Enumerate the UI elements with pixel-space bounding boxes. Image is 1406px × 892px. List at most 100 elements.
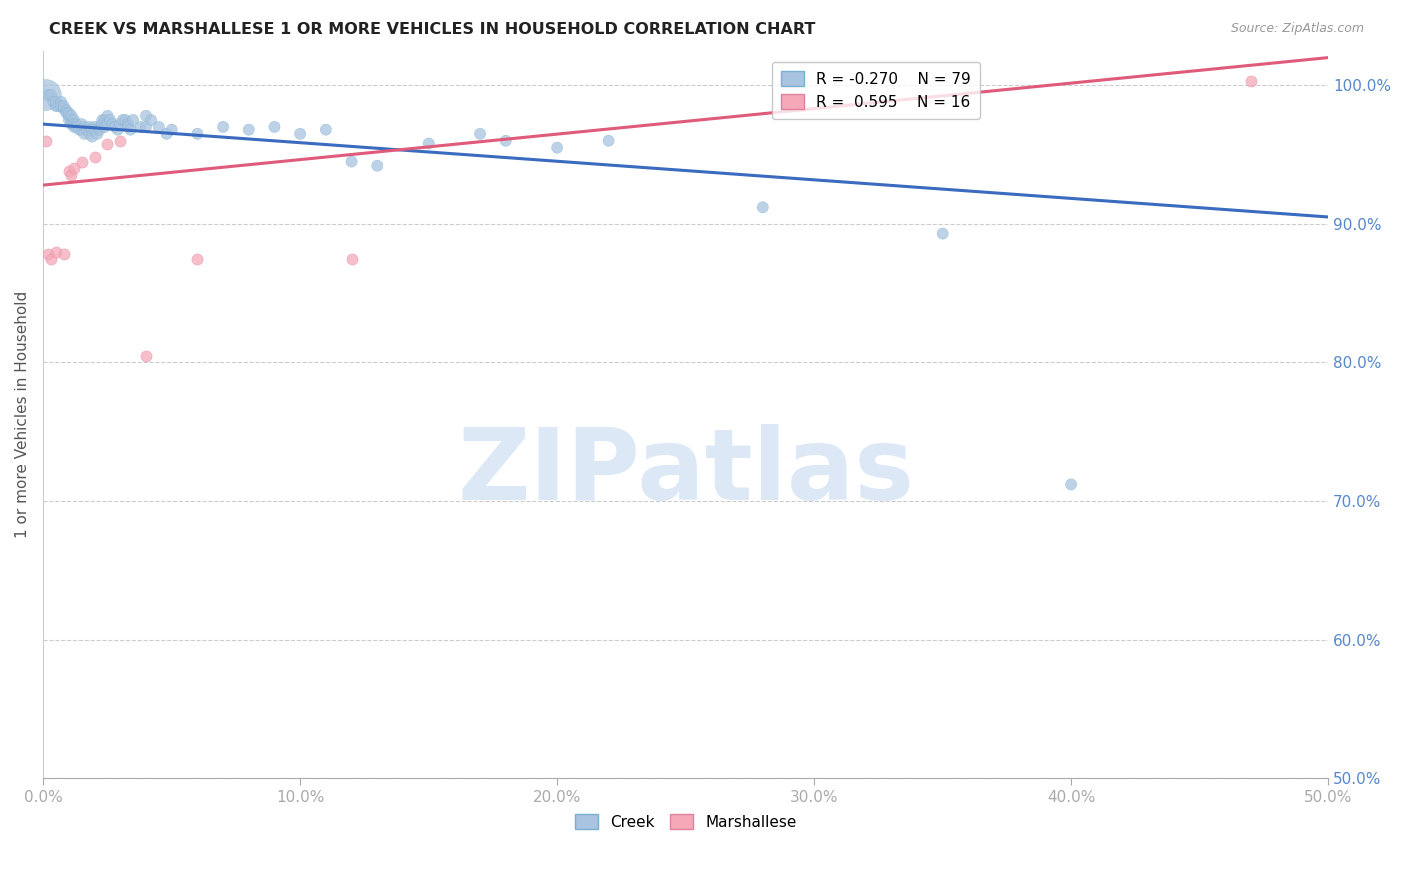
- Point: [120, 122, 142, 136]
- Point: [96, 136, 118, 151]
- Point: [51, 95, 73, 109]
- Point: [139, 112, 162, 127]
- Point: [83, 122, 105, 136]
- Y-axis label: 1 or more Vehicles in Household: 1 or more Vehicles in Household: [15, 291, 30, 538]
- Point: [79, 127, 101, 141]
- Point: [598, 134, 620, 148]
- Point: [94, 120, 117, 134]
- Point: [340, 154, 363, 169]
- Point: [160, 122, 183, 136]
- Point: [39, 252, 62, 266]
- Point: [238, 122, 260, 136]
- Point: [418, 136, 440, 151]
- Point: [263, 120, 285, 134]
- Point: [76, 122, 98, 136]
- Point: [107, 122, 129, 136]
- Point: [79, 120, 101, 134]
- Point: [58, 109, 80, 123]
- Point: [931, 227, 953, 241]
- Point: [94, 112, 117, 127]
- Point: [135, 109, 157, 123]
- Point: [101, 117, 124, 131]
- Point: [135, 120, 157, 134]
- Point: [148, 120, 170, 134]
- Point: [468, 127, 491, 141]
- Point: [117, 117, 139, 131]
- Point: [58, 112, 80, 127]
- Point: [96, 117, 118, 131]
- Point: [65, 117, 87, 131]
- Point: [65, 120, 87, 134]
- Point: [45, 99, 67, 113]
- Point: [73, 127, 96, 141]
- Point: [80, 129, 103, 144]
- Point: [129, 120, 152, 134]
- Point: [52, 102, 75, 116]
- Point: [39, 88, 62, 103]
- Point: [83, 120, 105, 134]
- Point: [63, 120, 86, 134]
- Point: [35, 134, 58, 148]
- Point: [340, 252, 363, 266]
- Text: CREEK VS MARSHALLESE 1 OR MORE VEHICLES IN HOUSEHOLD CORRELATION CHART: CREEK VS MARSHALLESE 1 OR MORE VEHICLES …: [49, 22, 815, 37]
- Point: [45, 244, 67, 259]
- Point: [290, 127, 312, 141]
- Point: [104, 120, 127, 134]
- Point: [60, 112, 83, 127]
- Point: [155, 127, 177, 141]
- Point: [135, 349, 157, 363]
- Point: [1240, 74, 1263, 88]
- Point: [186, 127, 208, 141]
- Point: [51, 99, 73, 113]
- Point: [83, 150, 105, 164]
- Point: [70, 117, 93, 131]
- Point: [70, 122, 93, 136]
- Point: [60, 169, 83, 183]
- Point: [117, 120, 139, 134]
- Point: [122, 112, 145, 127]
- Point: [91, 112, 114, 127]
- Text: Source: ZipAtlas.com: Source: ZipAtlas.com: [1230, 22, 1364, 36]
- Point: [58, 106, 80, 120]
- Point: [37, 247, 59, 261]
- Point: [60, 117, 83, 131]
- Text: ZIPatlas: ZIPatlas: [457, 425, 914, 521]
- Point: [752, 200, 775, 214]
- Point: [96, 109, 118, 123]
- Point: [186, 252, 208, 266]
- Point: [110, 134, 132, 148]
- Point: [73, 120, 96, 134]
- Point: [63, 161, 86, 176]
- Point: [98, 112, 121, 127]
- Point: [495, 134, 517, 148]
- Point: [67, 122, 90, 136]
- Point: [91, 117, 114, 131]
- Point: [111, 112, 134, 127]
- Point: [48, 99, 70, 113]
- Point: [70, 154, 93, 169]
- Point: [546, 141, 568, 155]
- Point: [63, 117, 86, 131]
- Point: [366, 159, 388, 173]
- Point: [55, 106, 77, 120]
- Point: [110, 117, 132, 131]
- Point: [89, 122, 111, 136]
- Point: [114, 112, 136, 127]
- Point: [63, 112, 86, 127]
- Point: [52, 247, 75, 261]
- Point: [60, 109, 83, 123]
- Point: [58, 164, 80, 178]
- Point: [1060, 477, 1083, 491]
- Point: [86, 127, 108, 141]
- Point: [42, 95, 65, 109]
- Point: [45, 95, 67, 109]
- Point: [80, 122, 103, 136]
- Point: [52, 99, 75, 113]
- Point: [37, 88, 59, 103]
- Legend: Creek, Marshallese: Creek, Marshallese: [569, 808, 803, 836]
- Point: [89, 120, 111, 134]
- Point: [55, 103, 77, 118]
- Point: [315, 122, 337, 136]
- Point: [212, 120, 235, 134]
- Point: [35, 88, 58, 103]
